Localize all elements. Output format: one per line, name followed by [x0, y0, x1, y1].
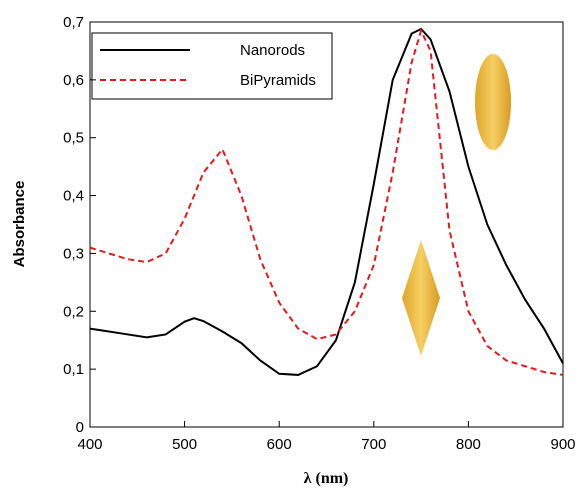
x-tick-label: 400: [77, 436, 102, 453]
y-tick-label: 0,3: [63, 245, 84, 262]
nanorod-image: [475, 54, 511, 150]
x-tick-label: 500: [172, 436, 197, 453]
y-tick-label: 0,1: [63, 361, 84, 378]
y-axis-label: Absorbance: [11, 181, 28, 268]
plot-frame: [89, 21, 564, 428]
legend-label: BiPyramids: [240, 72, 316, 89]
y-tick-label: 0,7: [63, 14, 84, 31]
x-tick-label: 600: [267, 436, 292, 453]
legend-box: [91, 32, 333, 100]
legend-label: Nanorods: [240, 42, 305, 59]
x-tick-label: 900: [550, 436, 575, 453]
y-tick-label: 0,5: [63, 130, 84, 147]
y-tick-label: 0,4: [63, 188, 84, 205]
series-line: [89, 27, 564, 376]
legend: Nanorods BiPyramids: [91, 32, 333, 100]
bipyramid-image: [402, 240, 440, 356]
y-tick-label: 0,6: [63, 72, 84, 89]
x-axis-label: λ (nm): [304, 470, 349, 487]
x-tick-label: 800: [456, 436, 481, 453]
x-tick-label: 700: [361, 436, 386, 453]
y-tick-label: 0: [76, 419, 84, 436]
y-tick-label: 0,2: [63, 303, 84, 320]
series-line: [89, 27, 564, 376]
